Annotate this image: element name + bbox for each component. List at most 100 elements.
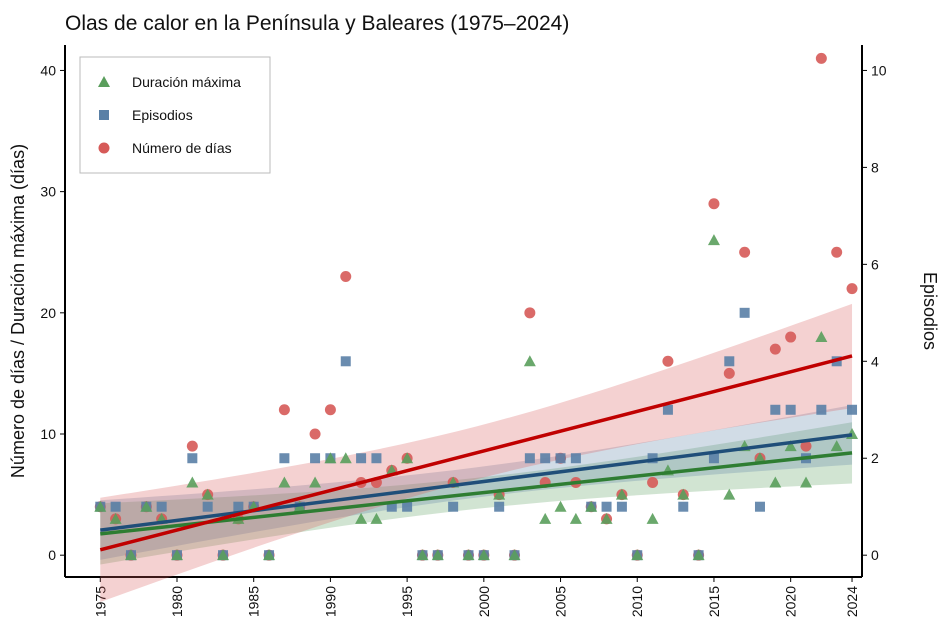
x-tick-label: 2000 — [476, 586, 492, 617]
square-point — [340, 356, 351, 367]
triangle-point — [707, 234, 720, 246]
triangle-point — [324, 452, 337, 464]
triangle-point — [585, 500, 598, 512]
circle-point — [769, 343, 781, 355]
trend-line — [99, 354, 853, 552]
triangle-point — [370, 512, 383, 524]
square-point — [555, 453, 566, 464]
x-tick-label: 1990 — [322, 586, 338, 617]
square-point — [816, 404, 827, 415]
x-tick-label: 2005 — [553, 586, 569, 617]
circle-point — [278, 404, 290, 416]
triangle-point — [753, 452, 766, 464]
triangle-point — [355, 512, 368, 524]
circle-point — [800, 440, 812, 452]
trend-lines — [99, 354, 853, 552]
square-point — [647, 453, 658, 464]
x-tick-label: 1985 — [246, 586, 262, 617]
triangle-point — [462, 549, 475, 561]
x-tick-label: 1995 — [399, 586, 415, 617]
square-point — [156, 501, 167, 512]
triangle-point — [416, 549, 429, 561]
square-point — [678, 501, 689, 512]
x-tick-label: 2024 — [844, 586, 860, 617]
x-tick-label: 1975 — [92, 586, 108, 617]
square-point — [847, 404, 858, 415]
triangle-point — [646, 512, 659, 524]
circle-point — [662, 355, 674, 367]
triangle-point — [201, 488, 214, 500]
triangle-point — [830, 440, 843, 452]
square-point — [233, 501, 244, 512]
square-point — [662, 404, 673, 415]
triangle-point — [800, 476, 813, 488]
circle-point — [98, 142, 110, 154]
triangle-point — [186, 476, 199, 488]
chart-title: Olas de calor en la Península y Baleares… — [65, 12, 569, 35]
square-point — [770, 404, 781, 415]
triangle-point — [539, 512, 552, 524]
y2-tick-label: 4 — [871, 353, 879, 369]
y-tick-label: 10 — [40, 426, 56, 442]
square-point — [785, 404, 796, 415]
square-point — [279, 453, 290, 464]
triangle-point — [631, 549, 644, 561]
square-point — [540, 453, 551, 464]
y2-tick-label: 0 — [871, 547, 879, 563]
y2-axis-label: Episodios — [920, 272, 940, 350]
triangle-point — [124, 549, 137, 561]
y-tick-label: 40 — [40, 62, 56, 78]
triangle-point — [401, 452, 414, 464]
square-point — [310, 453, 321, 464]
triangle-point — [769, 476, 782, 488]
y2-tick-label: 2 — [871, 450, 879, 466]
triangle-point — [109, 512, 122, 524]
square-point — [754, 501, 765, 512]
triangle-point — [815, 331, 828, 343]
triangle-point — [309, 476, 322, 488]
square-point — [110, 501, 121, 512]
triangle-point — [477, 549, 490, 561]
square-point — [708, 453, 719, 464]
circle-point — [324, 404, 336, 416]
square-point — [402, 501, 413, 512]
triangle-point — [263, 549, 276, 561]
triangle-point — [493, 488, 506, 500]
legend-label: Duración máxima — [132, 74, 241, 90]
square-point — [494, 501, 505, 512]
square-point — [739, 307, 750, 318]
triangle-point — [600, 512, 613, 524]
circle-point — [647, 476, 659, 488]
triangle-point — [140, 500, 153, 512]
triangle-point — [508, 549, 521, 561]
y2-tick-label: 10 — [871, 62, 887, 78]
triangle-point — [217, 549, 230, 561]
square-point — [524, 453, 535, 464]
square-point — [202, 501, 213, 512]
y-tick-label: 30 — [40, 184, 56, 200]
circle-point — [723, 367, 735, 379]
y2-tick-label: 6 — [871, 256, 879, 272]
legend: Duración máxima Episodios Número de días — [79, 56, 271, 174]
y-tick-label: 0 — [48, 547, 56, 563]
square-point — [448, 501, 459, 512]
circle-point — [831, 246, 843, 258]
triangle-point — [278, 476, 291, 488]
square-point — [99, 110, 109, 120]
circle-point — [340, 270, 352, 282]
circle-point — [524, 307, 536, 319]
square-point — [601, 501, 612, 512]
circle-point — [708, 198, 720, 210]
circle-point — [309, 428, 321, 440]
y-axis-label: Número de días / Duración máxima (días) — [8, 144, 28, 478]
legend-label: Número de días — [132, 140, 232, 156]
triangle-point — [569, 512, 582, 524]
triangle-point — [554, 500, 567, 512]
square-point — [724, 356, 735, 367]
y2-tick-label: 8 — [871, 159, 879, 175]
x-tick-label: 1980 — [169, 586, 185, 617]
circle-point — [186, 440, 198, 452]
x-tick-label: 2020 — [783, 586, 799, 617]
triangle-point — [692, 549, 705, 561]
